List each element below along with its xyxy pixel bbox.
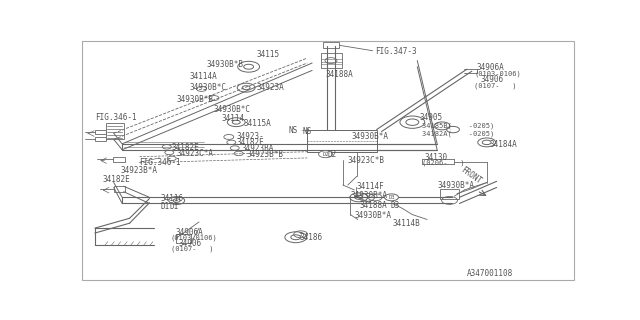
Text: 34114A: 34114A (189, 72, 217, 81)
Text: 34923BA: 34923BA (241, 144, 273, 153)
Text: 34182E: 34182E (102, 175, 130, 184)
Text: 34906A: 34906A (176, 228, 204, 237)
Text: 34114: 34114 (222, 115, 245, 124)
Bar (95, 137, 106, 141)
Text: D2: D2 (323, 152, 329, 157)
Text: 34930B*A: 34930B*A (352, 132, 389, 141)
Text: 34185B(    -0205): 34185B( -0205) (422, 123, 495, 129)
Text: 34182E: 34182E (172, 143, 200, 152)
Text: D2: D2 (327, 150, 336, 159)
Text: 34930B*C: 34930B*C (189, 83, 226, 92)
Text: D3: D3 (390, 201, 400, 210)
Bar (176, 234, 191, 244)
Bar (113, 157, 125, 162)
Text: 34930B*A: 34930B*A (355, 211, 391, 220)
Bar (323, 42, 339, 48)
Text: 34188A: 34188A (326, 70, 353, 79)
Text: 34923A: 34923A (257, 83, 284, 92)
Text: 34905: 34905 (420, 113, 443, 122)
Text: 34923B*A: 34923B*A (121, 166, 157, 175)
Text: FIG.346-1: FIG.346-1 (140, 158, 181, 167)
Text: 34114B: 34114B (392, 219, 420, 228)
Text: 34114F: 34114F (356, 182, 384, 191)
Text: D3: D3 (388, 195, 395, 200)
Text: (0206-   ): (0206- ) (422, 160, 465, 166)
Text: (0107-   ): (0107- ) (474, 83, 517, 89)
Bar (307, 130, 376, 152)
Text: FIG.346-1: FIG.346-1 (95, 113, 136, 122)
Text: 34923-: 34923- (236, 132, 264, 141)
Text: (0107-   ): (0107- ) (171, 246, 213, 252)
Text: (0103-0106): (0103-0106) (171, 235, 218, 241)
Text: 34906A: 34906A (477, 63, 504, 72)
Bar (106, 124, 124, 140)
Circle shape (319, 151, 332, 158)
Text: 34930B*C: 34930B*C (214, 105, 251, 114)
Text: 34906: 34906 (178, 239, 202, 248)
Text: 34130: 34130 (425, 153, 448, 162)
Text: NS: NS (302, 127, 312, 136)
Text: 34930B*B: 34930B*B (177, 95, 214, 104)
Text: 34923C*A: 34923C*A (177, 149, 214, 158)
Text: 34930B*B: 34930B*B (207, 60, 243, 69)
Bar (321, 53, 342, 68)
Text: 34188A: 34188A (360, 201, 387, 210)
Circle shape (385, 194, 399, 201)
Text: 34930B*A: 34930B*A (350, 191, 387, 200)
Text: (0103-0106): (0103-0106) (474, 71, 521, 77)
Bar (440, 189, 460, 199)
Text: 34906: 34906 (481, 75, 504, 84)
Bar (114, 186, 125, 192)
Text: D1: D1 (161, 202, 170, 211)
Text: 34923B*B: 34923B*B (246, 150, 283, 159)
Text: A347001108: A347001108 (467, 269, 513, 278)
Text: 34182E: 34182E (236, 138, 264, 147)
Text: FIG.347-3: FIG.347-3 (375, 47, 417, 56)
Text: D1: D1 (169, 203, 179, 212)
Text: 34115A: 34115A (244, 119, 271, 128)
Text: NS: NS (289, 126, 298, 135)
Bar (95, 130, 106, 134)
Text: 34184A: 34184A (489, 140, 517, 149)
Text: FRONT: FRONT (460, 166, 484, 186)
Text: 34115: 34115 (257, 50, 280, 59)
Text: 34923C*B: 34923C*B (348, 156, 385, 165)
Text: 3: 3 (299, 232, 302, 237)
Text: 34182A(    -0205): 34182A( -0205) (422, 130, 495, 137)
Text: 34116: 34116 (161, 194, 184, 203)
Text: 34930B*A: 34930B*A (437, 181, 474, 190)
Text: 34186: 34186 (300, 233, 323, 242)
